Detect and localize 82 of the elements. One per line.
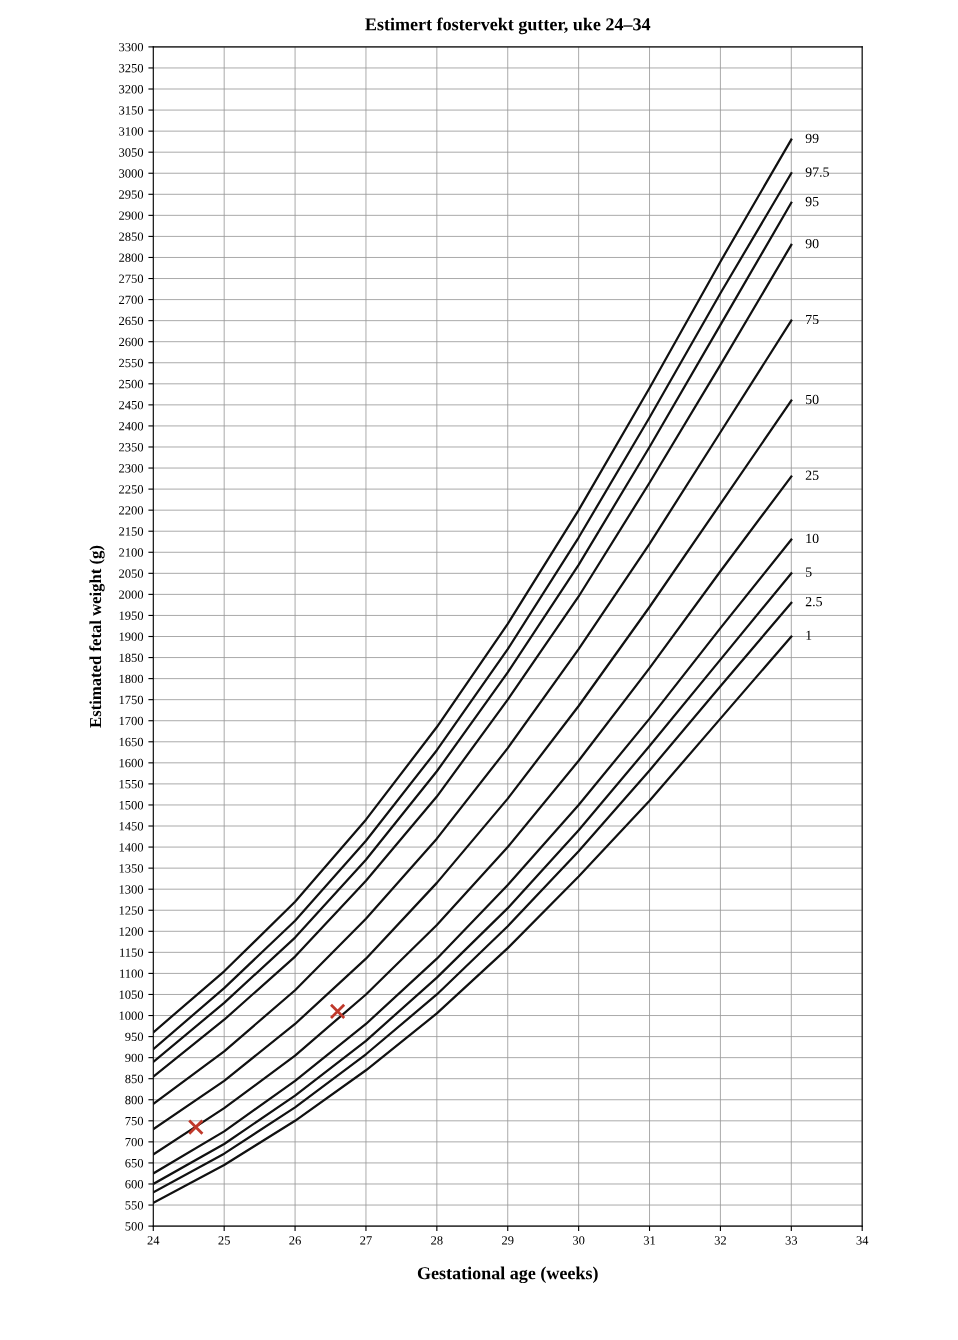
y-tick-label: 1100 [120, 969, 144, 978]
y-tick-label: 3300 [119, 42, 144, 52]
y-tick-label: 550 [125, 1201, 144, 1210]
y-tick-label: 950 [125, 1032, 144, 1042]
y-tick-label: 1950 [119, 611, 144, 620]
y-tick-label: 1800 [119, 674, 144, 684]
y-tick-label: 1250 [119, 906, 144, 915]
x-tick-label: 31 [643, 1236, 656, 1245]
y-tick-label: 1450 [119, 822, 144, 831]
y-tick-label: 2050 [119, 569, 144, 578]
y-tick-label: 500 [125, 1222, 144, 1231]
y-tick-label: 3100 [119, 127, 144, 136]
y-tick-label: 900 [125, 1053, 144, 1063]
y-tick-label: 800 [125, 1095, 144, 1105]
series-label: 90 [805, 238, 819, 249]
y-tick-label: 3150 [119, 106, 144, 115]
y-tick-label: 3250 [119, 63, 144, 73]
y-tick-label: 1850 [119, 653, 144, 663]
y-tick-label: 1600 [119, 758, 144, 768]
y-tick-label: 2850 [119, 232, 144, 241]
y-tick-label: 1350 [119, 864, 144, 873]
y-tick-label: 650 [125, 1158, 144, 1168]
series-label: 97.5 [805, 167, 829, 177]
y-tick-label: 2800 [119, 253, 144, 262]
y-tick-label: 2650 [119, 316, 144, 326]
y-tick-label: 2750 [119, 274, 144, 283]
y-tick-label: 1150 [120, 948, 144, 957]
y-tick-label: 2900 [119, 211, 144, 220]
x-tick-label: 33 [785, 1236, 798, 1245]
y-tick-label: 2500 [119, 379, 144, 389]
series-label: 10 [806, 533, 819, 544]
y-axis-title: Estimated fetal weight (g) [89, 545, 105, 728]
x-tick-label: 25 [218, 1236, 230, 1245]
y-tick-label: 3050 [119, 148, 144, 157]
y-tick-label: 2950 [119, 190, 144, 199]
x-tick-label: 32 [714, 1236, 726, 1245]
y-tick-label: 1750 [119, 695, 144, 705]
x-tick-label: 34 [856, 1236, 869, 1245]
series-label: 50 [806, 394, 819, 405]
series-label: 75 [806, 314, 819, 325]
chart-title: Estimert fostervekt gutter, uke 24–34 [365, 17, 651, 35]
y-tick-label: 850 [125, 1074, 144, 1084]
y-tick-label: 2300 [119, 464, 144, 473]
y-tick-label: 1700 [119, 716, 144, 726]
y-tick-label: 700 [125, 1137, 144, 1147]
y-tick-label: 2250 [119, 485, 144, 494]
x-tick-label: 30 [572, 1236, 585, 1245]
series-label: 1 [806, 630, 812, 640]
y-tick-label: 2000 [119, 590, 144, 599]
y-tick-label: 2150 [119, 527, 144, 536]
y-tick-label: 1000 [119, 1011, 144, 1020]
y-tick-label: 1900 [119, 632, 144, 641]
x-axis-title: Gestational age (weeks) [417, 1266, 598, 1284]
y-tick-label: 2550 [119, 358, 144, 368]
y-tick-label: 1300 [119, 885, 144, 894]
y-tick-label: 1650 [119, 737, 144, 747]
series-label: 5 [806, 567, 812, 577]
series-label: 95 [805, 196, 819, 207]
y-tick-label: 3000 [119, 169, 144, 178]
y-tick-label: 2200 [119, 506, 144, 515]
y-tick-label: 1200 [119, 927, 144, 936]
x-tick-label: 24 [147, 1236, 160, 1245]
series-label: 2.5 [805, 596, 823, 607]
x-tick-label: 26 [289, 1236, 301, 1245]
y-tick-label: 1050 [119, 990, 144, 999]
x-tick-label: 29 [502, 1236, 514, 1245]
y-tick-label: 3200 [119, 85, 144, 94]
y-tick-label: 2350 [119, 443, 144, 452]
y-tick-label: 2700 [119, 295, 144, 305]
y-tick-label: 1500 [119, 800, 144, 810]
y-tick-label: 600 [125, 1180, 144, 1189]
y-tick-label: 1550 [119, 779, 144, 789]
y-tick-label: 2400 [119, 421, 144, 431]
y-tick-label: 2450 [119, 400, 144, 410]
y-tick-label: 750 [125, 1116, 144, 1126]
x-tick-label: 28 [431, 1236, 443, 1245]
y-tick-label: 1400 [119, 843, 144, 852]
y-tick-label: 2600 [119, 337, 144, 347]
series-label: 99 [805, 133, 819, 144]
x-tick-label: 27 [360, 1236, 372, 1245]
y-tick-label: 2100 [119, 548, 144, 557]
series-label: 25 [805, 470, 819, 480]
